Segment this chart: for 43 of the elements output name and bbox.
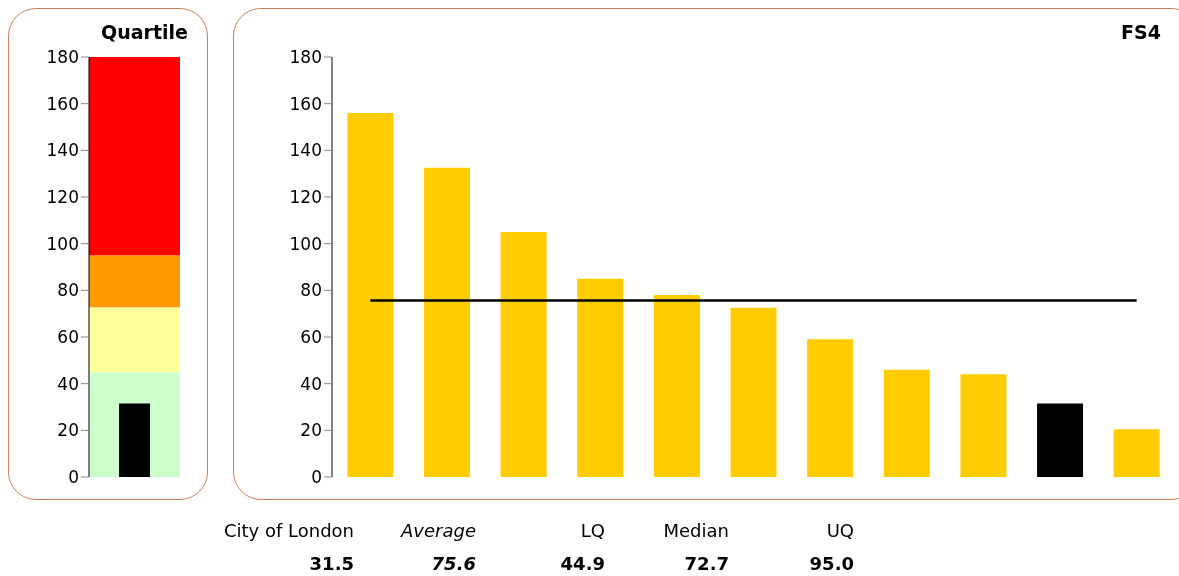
bar [1113,429,1160,477]
text: 75.6 [431,553,476,574]
bar [960,374,1007,477]
text: Median [663,520,729,541]
bar [653,295,700,477]
text: 44.9 [560,553,605,574]
y-tick-label: 100 [46,233,79,254]
bar [500,232,547,477]
bar [347,113,394,477]
y-tick-label: 0 [311,467,322,488]
text: LQ [580,520,605,541]
text: City of London [223,520,354,541]
bar [423,167,470,477]
text: UQ [826,520,854,541]
y-tick-label: 160 [289,93,322,114]
y-tick-label: 140 [46,140,79,161]
text: 31.5 [309,553,354,574]
y-tick-label: 60 [57,327,79,348]
y-tick-label: 120 [46,187,79,208]
chart-title: FS4 [1121,21,1161,43]
y-tick-label: 80 [300,280,322,301]
y-tick-label: 140 [289,140,322,161]
y-tick-label: 160 [46,93,79,114]
y-tick-label: 180 [46,47,79,68]
text: Average [401,520,476,541]
y-tick-label: 40 [57,373,79,394]
chart-title: Quartile [100,21,189,43]
bar [730,307,777,477]
bar [1037,403,1084,477]
y-tick-label: 40 [300,373,322,394]
y-tick-label: 60 [300,327,322,348]
y-tick-label: 0 [68,467,79,488]
bar [883,369,930,477]
bar [807,339,854,477]
text: 72.7 [684,553,729,574]
text: 95.0 [809,553,854,574]
y-tick-label: 120 [289,187,322,208]
bar [577,278,624,477]
y-tick-label: 180 [289,47,322,68]
y-tick-label: 80 [57,280,79,301]
y-tick-label: 20 [57,420,79,441]
y-tick-label: 100 [289,233,322,254]
y-tick-label: 20 [300,420,322,441]
